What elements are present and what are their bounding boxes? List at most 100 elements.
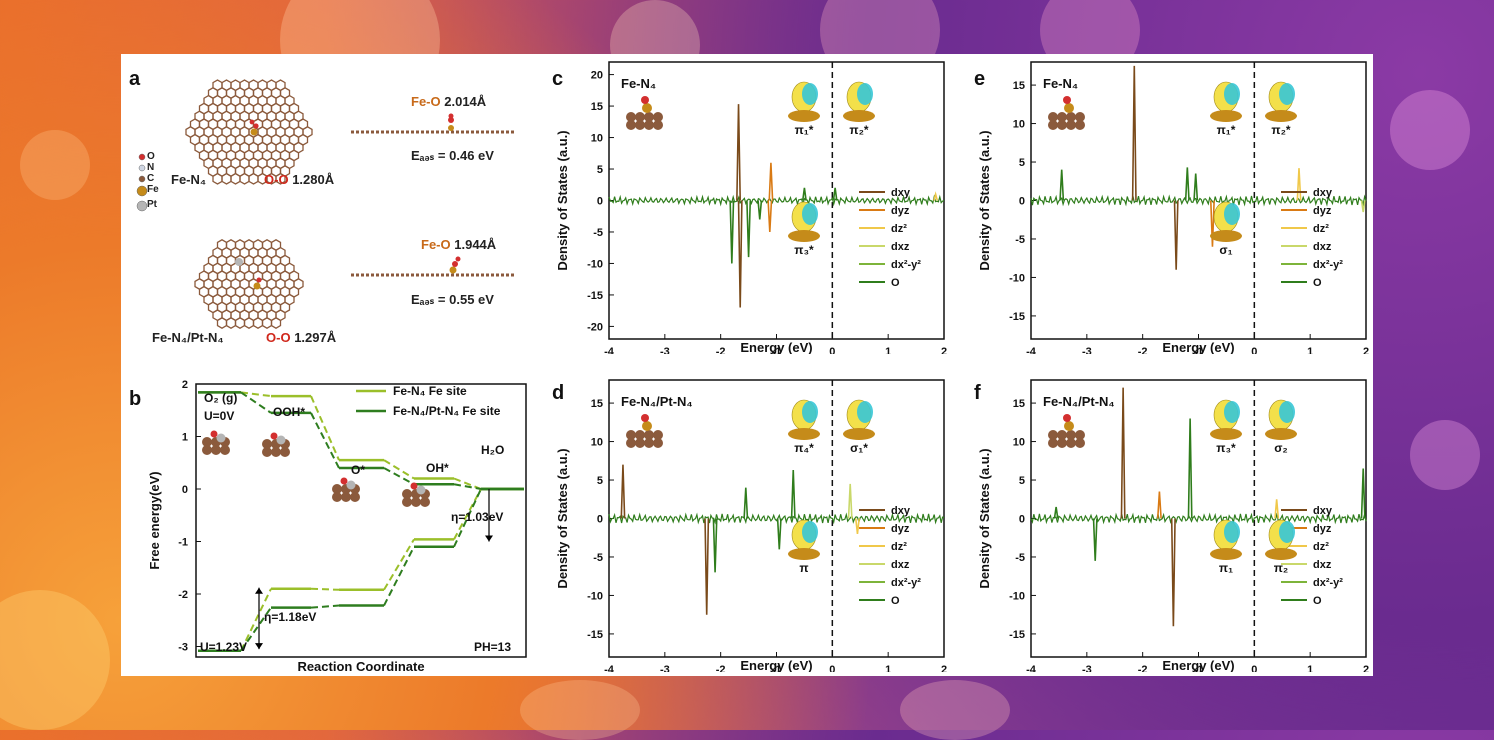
- side-view-bottom: [351, 256, 516, 277]
- y-tick-label: 15: [591, 101, 603, 113]
- dos-peak-3: [1059, 169, 1065, 201]
- structure-a: [136, 79, 516, 329]
- y-tick-label: 10: [1013, 437, 1025, 449]
- dos-peak-5: [746, 200, 752, 258]
- legend-label-1: dyz: [1313, 523, 1332, 535]
- orbital-label-1: π₂*: [849, 123, 869, 137]
- dos-peak-7: [1360, 200, 1366, 213]
- dos-title: Fe-N₄/Pt-N₄: [621, 394, 693, 409]
- orbital-iso-2: [1210, 201, 1242, 242]
- x-tick-label: 1: [885, 346, 891, 354]
- molecule-o: [332, 477, 360, 502]
- legend-label-2: dz²: [891, 223, 907, 235]
- legend-label-4: dx²-y²: [1313, 577, 1343, 589]
- molecule-o2: [202, 430, 230, 455]
- dos-peak-1: [1170, 518, 1176, 627]
- y-tick-label: -15: [587, 290, 603, 302]
- x-tick-label: -4: [604, 346, 615, 354]
- x-tick-label: -1: [772, 346, 782, 354]
- x-tick-label: 0: [1251, 346, 1257, 354]
- connector-u0-0-1: [310, 395, 340, 461]
- legend-label-0: Fe-N₄ Fe site: [393, 384, 467, 398]
- x-tick-label: -2: [1138, 346, 1148, 354]
- y-tick-label: -1: [178, 537, 188, 549]
- dos-peak-5: [1193, 173, 1199, 201]
- y-axis-label: Free energy(eV): [147, 471, 162, 569]
- legend-label-2: dz²: [1313, 541, 1329, 553]
- x-tick-label: 2: [1363, 346, 1369, 354]
- orbital-label-2: π₃*: [794, 243, 814, 257]
- dos-title: Fe-N₄/Pt-N₄: [1043, 394, 1115, 409]
- oo-length-top: O-O 1.280Å: [264, 172, 335, 187]
- dos-peak-0: [1131, 65, 1137, 201]
- legend-label-4: dx²-y²: [891, 577, 921, 589]
- dos-peak-4: [776, 518, 782, 550]
- x-tick-label: 1: [1307, 346, 1313, 354]
- dos-baseline: [608, 512, 945, 525]
- connector-u123-0-2: [383, 538, 415, 591]
- connector-u123-0-0: [240, 588, 272, 652]
- eads-top: Eₐₔₛ = 0.46 eV: [411, 148, 494, 163]
- connector-u0-1-3: [453, 483, 482, 490]
- label-fen4-top: Fe-N₄: [171, 172, 207, 187]
- x-tick-label: -2: [716, 346, 726, 354]
- y-tick-label: 0: [597, 514, 603, 526]
- legend-dot-c: [138, 175, 146, 183]
- y-tick-label: 10: [591, 133, 603, 145]
- label-o: O*: [351, 463, 365, 477]
- connector-u123-0-1: [310, 587, 340, 591]
- legend-label-5: O: [891, 277, 900, 289]
- dos-peak-5: [790, 469, 796, 519]
- connector-u0-0-0: [240, 391, 272, 398]
- atom-legend: [136, 153, 148, 212]
- dos-peak-9: [933, 191, 939, 201]
- y-tick-label: 10: [1013, 119, 1025, 131]
- eta1-arrowhead: [485, 535, 493, 542]
- legend-label-0: dxy: [891, 505, 911, 517]
- x-axis-label: Energy (eV): [1162, 658, 1234, 672]
- dos-peak-0: [1120, 387, 1126, 519]
- x-tick-label: -1: [772, 664, 782, 672]
- eads-bottom: Eₐₔₛ = 0.55 eV: [411, 292, 494, 307]
- x-tick-label: 1: [885, 664, 891, 672]
- panel-label-f: f: [974, 382, 981, 404]
- orbital-label-1: σ₁*: [850, 441, 868, 455]
- legend-label-4: dx²-y²: [1313, 259, 1343, 271]
- legend-label-0: dxy: [1313, 187, 1333, 199]
- dos-peak-0: [620, 464, 626, 519]
- panel-label-d: d: [552, 382, 565, 404]
- y-tick-label: 1: [182, 432, 188, 444]
- substrate-icon: [626, 96, 663, 130]
- dos-peak-7: [1360, 468, 1366, 519]
- y-tick-label: 15: [591, 398, 603, 410]
- y-tick-label: -10: [1009, 272, 1025, 284]
- y-tick-label: 10: [591, 437, 603, 449]
- orbital-label-1: σ₂: [1274, 441, 1288, 455]
- dos-peak-6: [1296, 168, 1302, 201]
- y-tick-label: -3: [178, 642, 188, 654]
- x-tick-label: -4: [604, 664, 615, 672]
- y-tick-label: 20: [591, 70, 603, 82]
- x-tick-label: 0: [1251, 664, 1257, 672]
- label-fen4ptn4-bottom: Fe-N₄/Pt-N₄: [152, 330, 224, 345]
- x-tick-label: -4: [1026, 346, 1037, 354]
- dos-peak-7: [854, 518, 860, 534]
- dos-peak-6: [847, 483, 853, 519]
- x-axis-label: Reaction Coordinate: [297, 659, 424, 674]
- dos-peak-2: [1209, 200, 1215, 247]
- legend-label-0: dxy: [891, 187, 911, 199]
- connector-u0-1-2: [383, 467, 415, 486]
- orbital-label-1: π₂*: [1271, 123, 1291, 137]
- y-tick-label: 0: [182, 484, 188, 496]
- x-axis-label: Energy (eV): [740, 340, 812, 354]
- legend-label-1: Fe-N₄/Pt-N₄ Fe site: [393, 404, 501, 418]
- side-view-top: [351, 113, 516, 134]
- connector-u0-0-2: [383, 459, 415, 480]
- dos-title: Fe-N₄: [621, 76, 656, 91]
- dos-peak-4: [729, 200, 735, 264]
- y-tick-label: -10: [587, 258, 603, 270]
- orbital-iso-1: [1265, 399, 1297, 440]
- panel-label-a: a: [129, 68, 141, 90]
